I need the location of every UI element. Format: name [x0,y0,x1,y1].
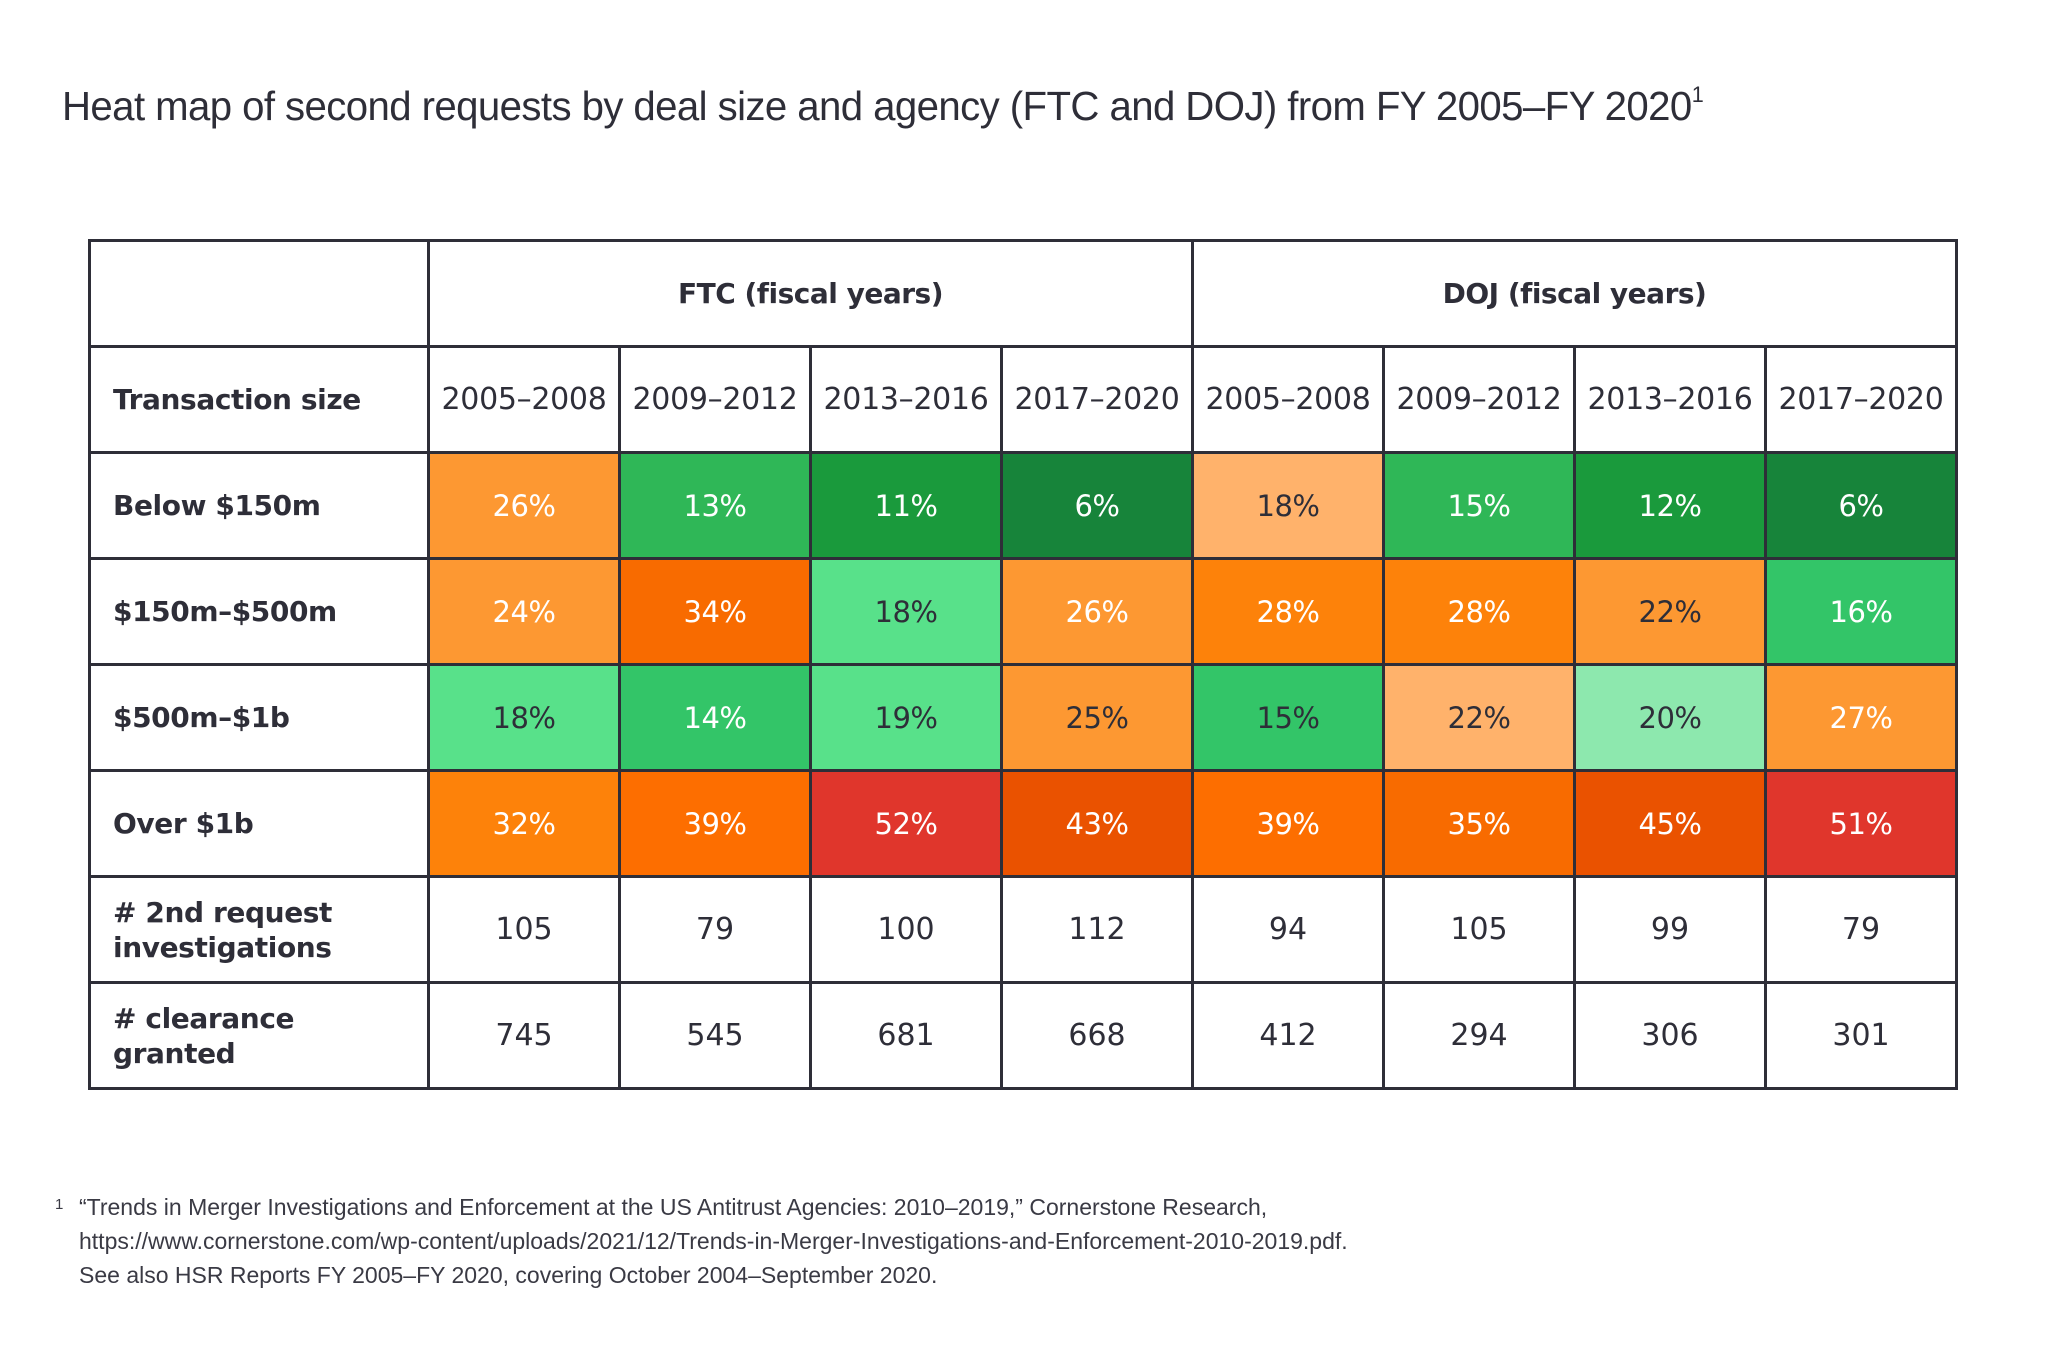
footnote: 1 “Trends in Merger Investigations and E… [55,1190,1348,1292]
heatmap-cell: 35% [1382,769,1576,878]
period-header: 2013–2016 [1573,345,1767,454]
period-header: 2017–2020 [1000,345,1194,454]
title-footnote-mark: 1 [1691,82,1704,107]
row-label: Below $150m [88,451,430,560]
heatmap-cell: 26% [1000,557,1194,666]
summary-row-label: # clearance granted [88,981,430,1090]
period-header: 2017–2020 [1764,345,1958,454]
summary-value: 99 [1573,875,1767,984]
period-header: 2005–2008 [427,345,621,454]
heatmap-cell: 18% [809,557,1003,666]
heatmap-cell: 16% [1764,557,1958,666]
footnote-mark: 1 [55,1196,64,1213]
heatmap-cell: 12% [1573,451,1767,560]
agency-header-row: FTC (fiscal years) DOJ (fiscal years) [88,239,1958,348]
heatmap-table: FTC (fiscal years) DOJ (fiscal years) Tr… [88,239,1958,1090]
heatmap-cell: 25% [1000,663,1194,772]
summary-value: 100 [809,875,1003,984]
heatmap-row: $150m–$500m 24% 34% 18% 26% 28% 28% 22% 16% [88,557,1958,666]
heatmap-cell: 22% [1573,557,1767,666]
row-header-label: Transaction size [88,345,430,454]
chart-title: Heat map of second requests by deal size… [62,82,1704,130]
footnote-url[interactable]: https://www.cornerstone.com/wp-content/u… [79,1228,1348,1254]
heatmap-cell: 24% [427,557,621,666]
heatmap-cell: 13% [618,451,812,560]
summary-value: 79 [618,875,812,984]
summary-value: 301 [1764,981,1958,1090]
row-label: $150m–$500m [88,557,430,666]
heatmap-cell: 22% [1382,663,1576,772]
summary-label-line: # 2nd request [113,895,333,929]
row-label: $500m–$1b [88,663,430,772]
heatmap-cell: 18% [1191,451,1385,560]
summary-value: 412 [1191,981,1385,1090]
heatmap-cell: 18% [427,663,621,772]
heatmap-cell: 32% [427,769,621,878]
heatmap-cell: 26% [427,451,621,560]
heatmap-cell: 15% [1191,663,1385,772]
chart-title-text: Heat map of second requests by deal size… [62,83,1692,129]
summary-label-line: granted [113,1036,236,1070]
summary-value: 668 [1000,981,1194,1090]
heatmap-cell: 39% [1191,769,1385,878]
summary-label-line: investigations [113,930,332,964]
summary-value: 306 [1573,981,1767,1090]
period-header: 2009–2012 [1382,345,1576,454]
summary-value: 105 [427,875,621,984]
corner-cell [88,239,430,348]
summary-value: 112 [1000,875,1194,984]
period-header: 2005–2008 [1191,345,1385,454]
period-header: 2009–2012 [618,345,812,454]
summary-label-line: # clearance [113,1001,295,1035]
heatmap-cell: 20% [1573,663,1767,772]
period-header-row: Transaction size 2005–2008 2009–2012 201… [88,345,1958,454]
heatmap-cell: 11% [809,451,1003,560]
summary-value: 94 [1191,875,1385,984]
summary-row: # clearance granted 745 545 681 668 412 294 306 3… [88,981,1958,1090]
summary-row: # 2nd request investigations 105 79 100 112 94… [88,875,1958,984]
heatmap-cell: 34% [618,557,812,666]
agency-header-doj: DOJ (fiscal years) [1191,239,1958,348]
period-header: 2013–2016 [809,345,1003,454]
summary-value: 681 [809,981,1003,1090]
heatmap-cell: 28% [1191,557,1385,666]
agency-header-ftc: FTC (fiscal years) [427,239,1194,348]
summary-value: 545 [618,981,812,1090]
summary-value: 745 [427,981,621,1090]
heatmap-row: Below $150m 26% 13% 11% 6% 18% 15% 12% 6% [88,451,1958,560]
heatmap-cell: 28% [1382,557,1576,666]
summary-value: 294 [1382,981,1576,1090]
summary-row-label: # 2nd request investigations [88,875,430,984]
summary-value: 105 [1382,875,1576,984]
heatmap-cell: 43% [1000,769,1194,878]
heatmap-cell: 27% [1764,663,1958,772]
heatmap-cell: 15% [1382,451,1576,560]
heatmap-cell: 52% [809,769,1003,878]
heatmap-row: Over $1b 32% 39% 52% 43% 39% 35% 45% 51% [88,769,1958,878]
heatmap-cell: 19% [809,663,1003,772]
footnote-line: “Trends in Merger Investigations and Enf… [79,1194,1268,1220]
heatmap-cell: 6% [1764,451,1958,560]
row-label: Over $1b [88,769,430,878]
footnote-line: See also HSR Reports FY 2005–FY 2020, co… [79,1262,938,1288]
heatmap-cell: 14% [618,663,812,772]
heatmap-cell: 39% [618,769,812,878]
heatmap-cell: 45% [1573,769,1767,878]
heatmap-cell: 6% [1000,451,1194,560]
heatmap-row: $500m–$1b 18% 14% 19% 25% 15% 22% 20% 27% [88,663,1958,772]
summary-value: 79 [1764,875,1958,984]
heatmap-cell: 51% [1764,769,1958,878]
